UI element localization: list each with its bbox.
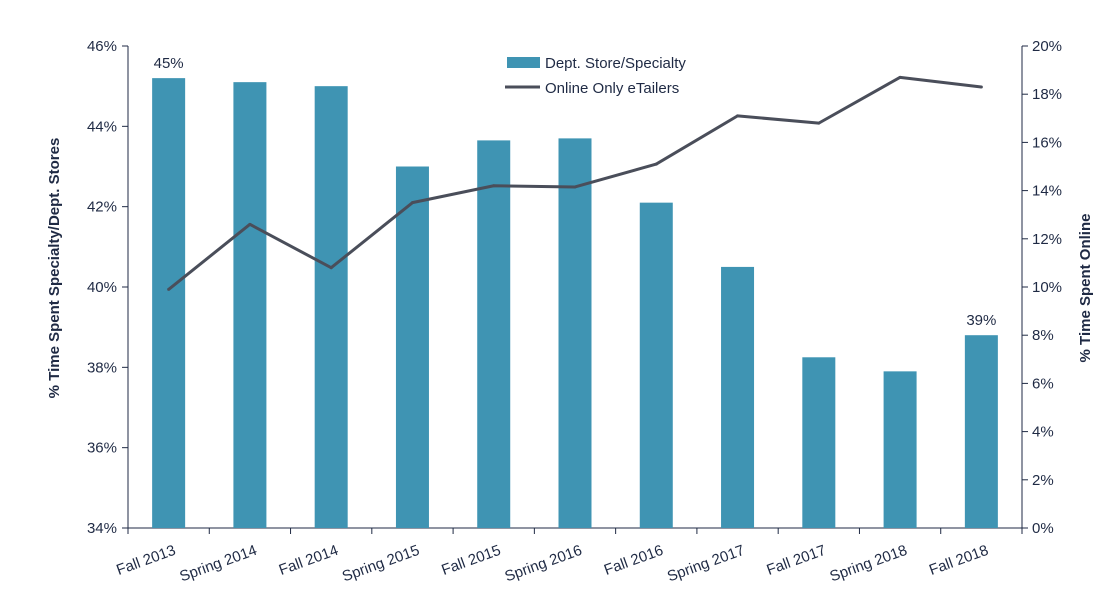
y-right-tick-label: 18%	[1032, 86, 1062, 103]
x-tick-label: Spring 2018	[828, 542, 910, 586]
line-point	[654, 162, 658, 166]
legend-label-bars: Dept. Store/Specialty	[545, 55, 686, 72]
y-left-tick-labels: 34% 36% 38% 40% 42% 44% 46%	[87, 38, 117, 537]
y-left-tick-label: 38%	[87, 359, 117, 376]
line-point	[979, 85, 983, 89]
y-left-tick-label: 34%	[87, 520, 117, 537]
legend: Dept. Store/Specialty Online Only eTaile…	[505, 55, 686, 97]
bar	[883, 371, 917, 528]
bar	[152, 78, 186, 528]
y-right-tick-label: 0%	[1032, 520, 1054, 537]
y-right-tick-labels: 0% 2% 4% 6% 8% 10% 12% 14% 16% 18% 20%	[1032, 38, 1062, 537]
x-tick-labels: Fall 2013 Spring 2014 Fall 2014 Spring 2015…	[114, 542, 991, 586]
bar-series	[152, 78, 998, 529]
line-point	[329, 266, 333, 270]
y-left-tick-label: 42%	[87, 199, 117, 216]
data-labels: 45% 39%	[154, 55, 997, 329]
x-tick-label: Spring 2017	[665, 542, 747, 586]
legend-swatch-bars	[507, 57, 540, 68]
bar	[314, 86, 348, 529]
line-point	[167, 287, 171, 291]
bar	[395, 166, 429, 528]
y-left-tick-label: 44%	[87, 118, 117, 135]
y-right-tick-label: 16%	[1032, 134, 1062, 151]
y-right-tick-label: 8%	[1032, 327, 1054, 344]
line-point	[410, 201, 414, 205]
bar	[233, 82, 267, 529]
y-right-tick-label: 6%	[1032, 375, 1054, 392]
x-tick-label: Fall 2016	[602, 542, 666, 579]
bar	[802, 357, 836, 528]
y-right-axis-title: % Time Spent Online	[1077, 214, 1094, 363]
x-tick-label: Fall 2013	[114, 542, 178, 579]
legend-label-line: Online Only eTailers	[545, 80, 679, 97]
line-point	[573, 185, 577, 189]
y-right-tick-label: 14%	[1032, 183, 1062, 200]
data-label: 39%	[966, 312, 996, 329]
bar	[558, 138, 592, 528]
bar	[964, 335, 998, 528]
y-right-tick-label: 10%	[1032, 279, 1062, 296]
y-left-tick-label: 36%	[87, 440, 117, 457]
bar	[477, 140, 511, 528]
y-left-axis-title: % Time Spent Specialty/Dept. Stores	[46, 138, 63, 399]
line-point	[817, 121, 821, 125]
bar	[721, 266, 755, 528]
x-tick-label: Spring 2016	[503, 542, 585, 586]
y-right-tick-label: 2%	[1032, 472, 1054, 489]
x-tick-label: Fall 2015	[439, 542, 503, 579]
x-tick-label: Fall 2017	[764, 542, 828, 579]
y-right-tick-label: 4%	[1032, 424, 1054, 441]
data-label: 45%	[154, 55, 184, 72]
y-left-tick-label: 46%	[87, 38, 117, 55]
x-tick-label: Spring 2015	[340, 542, 422, 586]
line-point	[248, 222, 252, 226]
line-point	[736, 114, 740, 118]
line-point	[898, 75, 902, 79]
x-tick-label: Fall 2014	[277, 542, 341, 579]
y-right-tick-label: 12%	[1032, 231, 1062, 248]
x-tick-label: Fall 2018	[927, 542, 991, 579]
line-series	[167, 75, 983, 291]
x-tick-label: Spring 2014	[177, 542, 259, 586]
bar	[639, 202, 673, 528]
y-left-tick-label: 40%	[87, 279, 117, 296]
y-right-tick-label: 20%	[1032, 38, 1062, 55]
line-point	[492, 184, 496, 188]
